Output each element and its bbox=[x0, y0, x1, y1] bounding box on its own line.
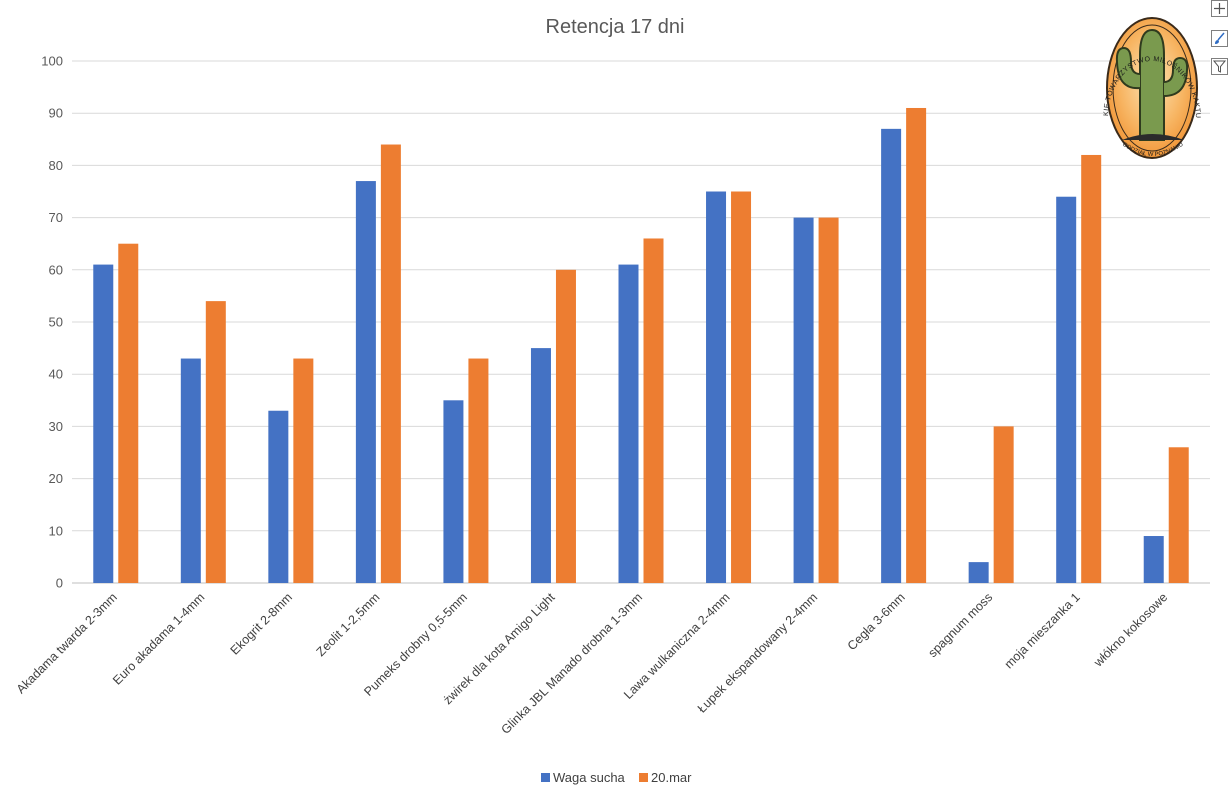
bar-waga-sucha[interactable] bbox=[618, 264, 639, 583]
y-tick-label: 40 bbox=[49, 367, 63, 382]
x-tick-label: moja mieszanka 1 bbox=[1002, 590, 1083, 671]
gridlines bbox=[72, 60, 1210, 584]
bar-waga-sucha[interactable] bbox=[355, 181, 376, 583]
y-tick-label: 90 bbox=[49, 106, 63, 121]
x-tick-label: Glinka JBL Manado drobna 1-3mm bbox=[498, 590, 645, 737]
chart-elements-button[interactable] bbox=[1211, 0, 1228, 17]
bars bbox=[93, 107, 1189, 584]
y-tick-label: 50 bbox=[49, 315, 63, 330]
bar-20-mar[interactable] bbox=[643, 238, 664, 584]
bar-20-mar[interactable] bbox=[1168, 447, 1189, 583]
bar-20-mar[interactable] bbox=[1081, 154, 1102, 583]
legend-swatch bbox=[639, 773, 648, 782]
y-tick-label: 100 bbox=[41, 54, 63, 69]
bar-20-mar[interactable] bbox=[818, 217, 839, 583]
x-tick-label: spagnum moss bbox=[925, 590, 995, 660]
bar-waga-sucha[interactable] bbox=[881, 128, 902, 584]
bar-waga-sucha[interactable] bbox=[1143, 536, 1164, 583]
bar-waga-sucha[interactable] bbox=[793, 217, 814, 583]
x-tick-label: Cegła 3-6mm bbox=[845, 590, 908, 653]
bar-20-mar[interactable] bbox=[468, 358, 489, 583]
y-tick-label: 30 bbox=[49, 419, 63, 434]
x-tick-label: włókno kokosowe bbox=[1090, 590, 1170, 670]
x-tick-label: Euro akadama 1-4mm bbox=[110, 590, 207, 687]
bar-waga-sucha[interactable] bbox=[93, 264, 114, 583]
y-tick-label: 60 bbox=[49, 262, 63, 277]
bar-20-mar[interactable] bbox=[906, 107, 927, 583]
bar-waga-sucha[interactable] bbox=[1056, 196, 1077, 583]
y-tick-label: 0 bbox=[56, 576, 63, 591]
legend: Waga sucha 20.mar bbox=[541, 770, 692, 785]
bar-20-mar[interactable] bbox=[205, 301, 226, 583]
legend-label: Waga sucha bbox=[553, 770, 626, 785]
x-tick-label: Zeolit 1-2,5mm bbox=[314, 590, 383, 659]
chart-styles-button[interactable] bbox=[1211, 30, 1228, 47]
legend-label: 20.mar bbox=[651, 770, 692, 785]
y-tick-label: 10 bbox=[49, 523, 63, 538]
y-tick-label: 80 bbox=[49, 158, 63, 173]
bar-20-mar[interactable] bbox=[380, 144, 401, 583]
bar-20-mar[interactable] bbox=[993, 426, 1014, 583]
bar-20-mar[interactable] bbox=[118, 243, 139, 583]
bar-20-mar[interactable] bbox=[555, 269, 576, 583]
x-tick-label: Pumeks drobny 0,5-5mm bbox=[361, 590, 470, 699]
x-tick-label: Ekogrit 2-8mm bbox=[228, 590, 295, 657]
bar-waga-sucha[interactable] bbox=[180, 358, 201, 583]
bar-waga-sucha[interactable] bbox=[268, 410, 289, 583]
bar-20-mar[interactable] bbox=[293, 358, 314, 583]
bar-waga-sucha[interactable] bbox=[968, 562, 989, 583]
bar-waga-sucha[interactable] bbox=[443, 400, 464, 583]
chart-title: Retencja 17 dni bbox=[546, 16, 685, 38]
bar-20-mar[interactable] bbox=[731, 191, 752, 584]
brush-icon bbox=[1215, 32, 1225, 44]
chart-filters-button[interactable] bbox=[1211, 58, 1228, 75]
y-axis-ticks: 0 10 20 30 40 50 60 70 80 90 100 bbox=[41, 54, 63, 591]
plus-icon bbox=[1214, 3, 1225, 14]
bar-waga-sucha[interactable] bbox=[706, 191, 727, 584]
x-tick-label: Akadama twarda 2-3mm bbox=[14, 590, 120, 696]
filter-icon bbox=[1213, 60, 1226, 73]
y-tick-label: 70 bbox=[49, 210, 63, 225]
bar-waga-sucha[interactable] bbox=[530, 348, 551, 583]
legend-swatch bbox=[541, 773, 550, 782]
y-tick-label: 20 bbox=[49, 471, 63, 486]
cactus-icon bbox=[1115, 28, 1189, 141]
